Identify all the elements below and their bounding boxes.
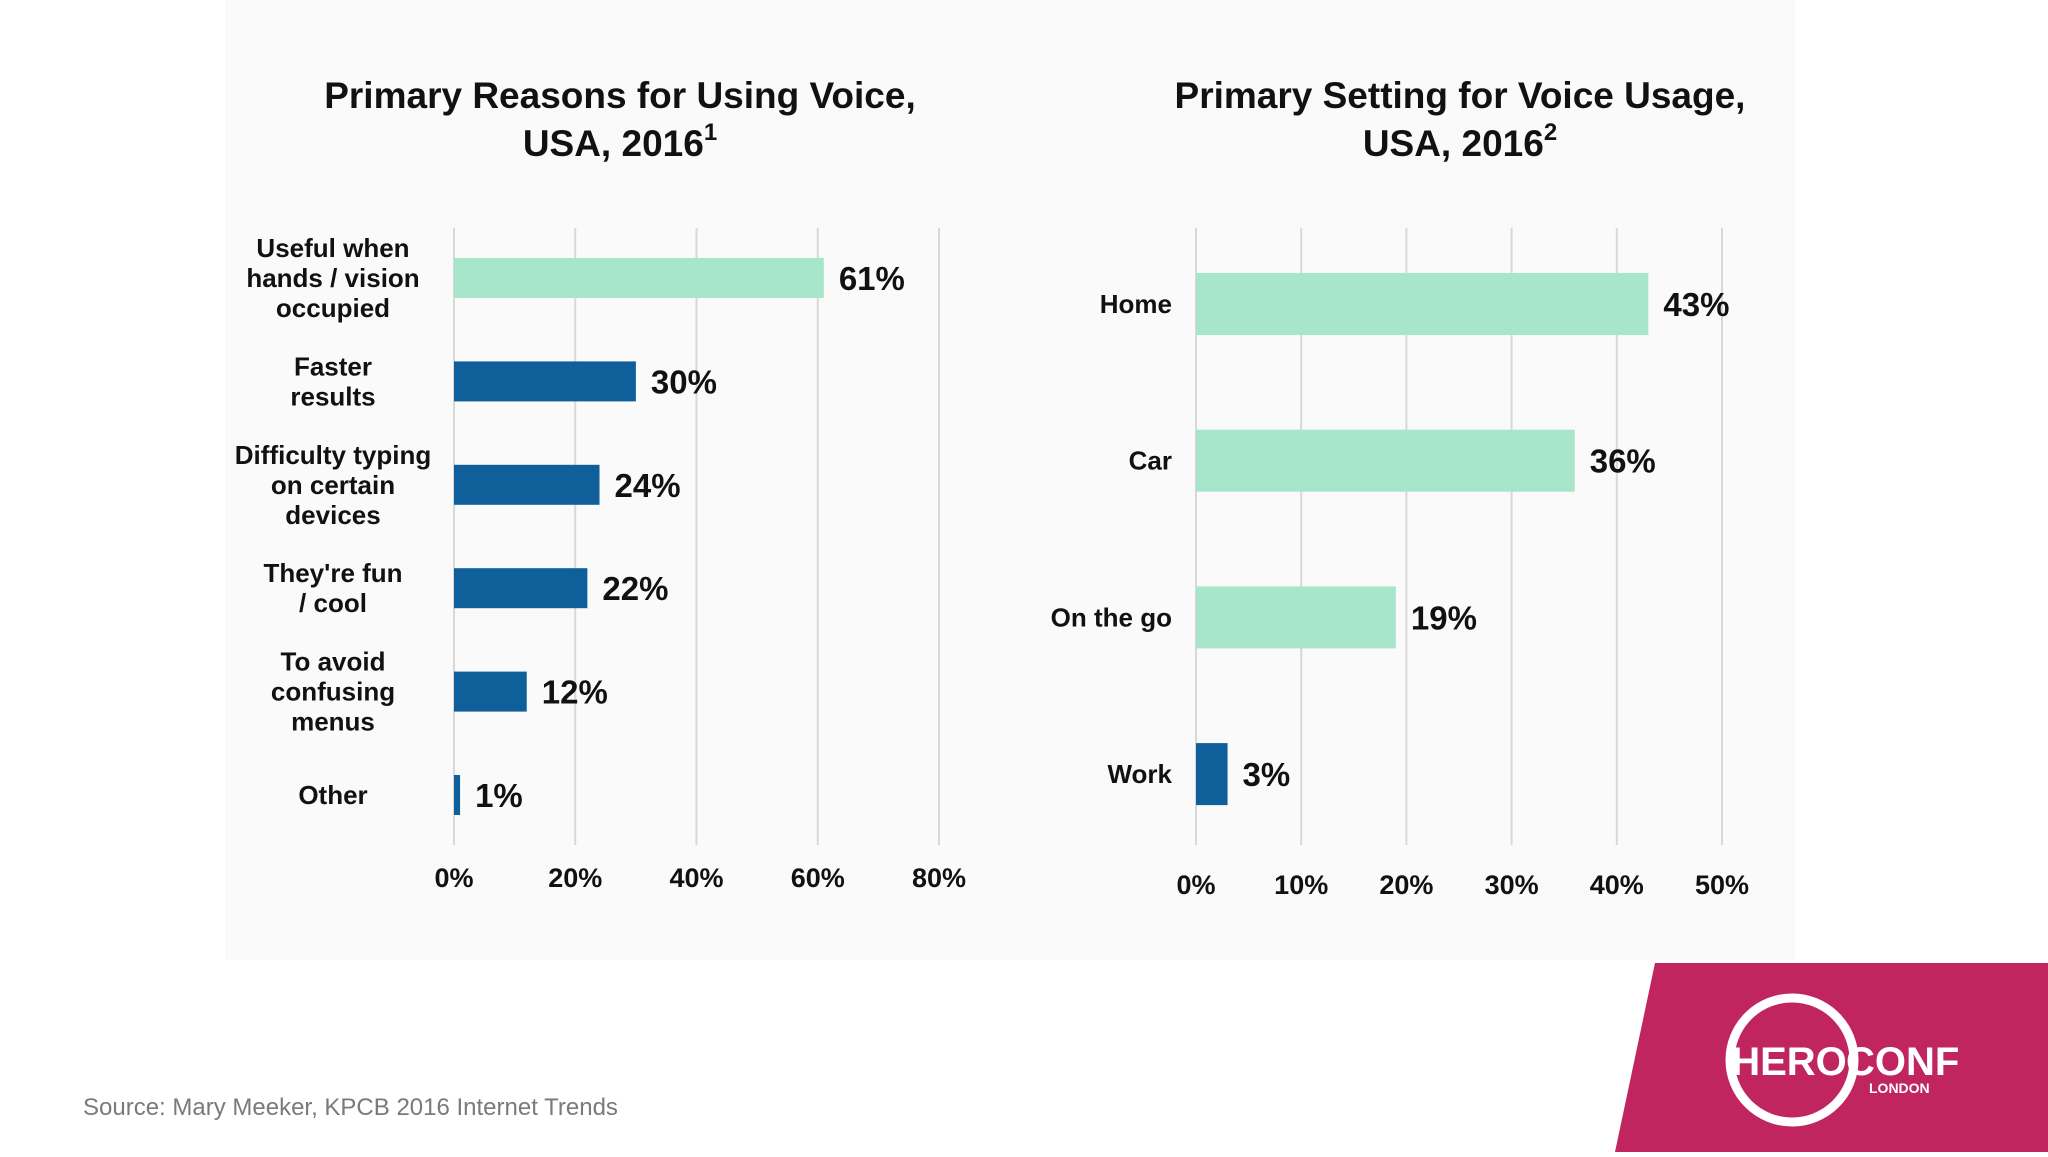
logo-text-london: LONDON xyxy=(1869,1080,1930,1096)
chart-panel-reasons xyxy=(225,0,1015,960)
chart-title-line-2: USA, 2016 xyxy=(522,123,704,164)
chart-title-line-2: USA, 2016 xyxy=(1362,123,1544,164)
chart-title-setting: Primary Setting for Voice Usage, USA, 20… xyxy=(1080,72,1840,168)
title-footnote: 2 xyxy=(1543,119,1558,146)
logo-ring xyxy=(1725,993,1859,1127)
chart-title-line-1: Primary Reasons for Using Voice, xyxy=(324,75,916,116)
title-footnote: 1 xyxy=(703,119,718,146)
logo-graphic: HERO CONF LONDON xyxy=(1615,963,2048,1152)
chart-title-line-1: Primary Setting for Voice Usage, xyxy=(1174,75,1746,116)
logo-background xyxy=(1615,963,2048,1152)
chart-title-reasons: Primary Reasons for Using Voice, USA, 20… xyxy=(240,72,1000,168)
logo-text-hero: HERO xyxy=(1731,1040,1847,1084)
heroconf-logo: HERO CONF LONDON xyxy=(1615,963,2048,1152)
source-note: Source: Mary Meeker, KPCB 2016 Internet … xyxy=(83,1094,618,1121)
logo-text-conf: CONF xyxy=(1846,1040,1959,1084)
